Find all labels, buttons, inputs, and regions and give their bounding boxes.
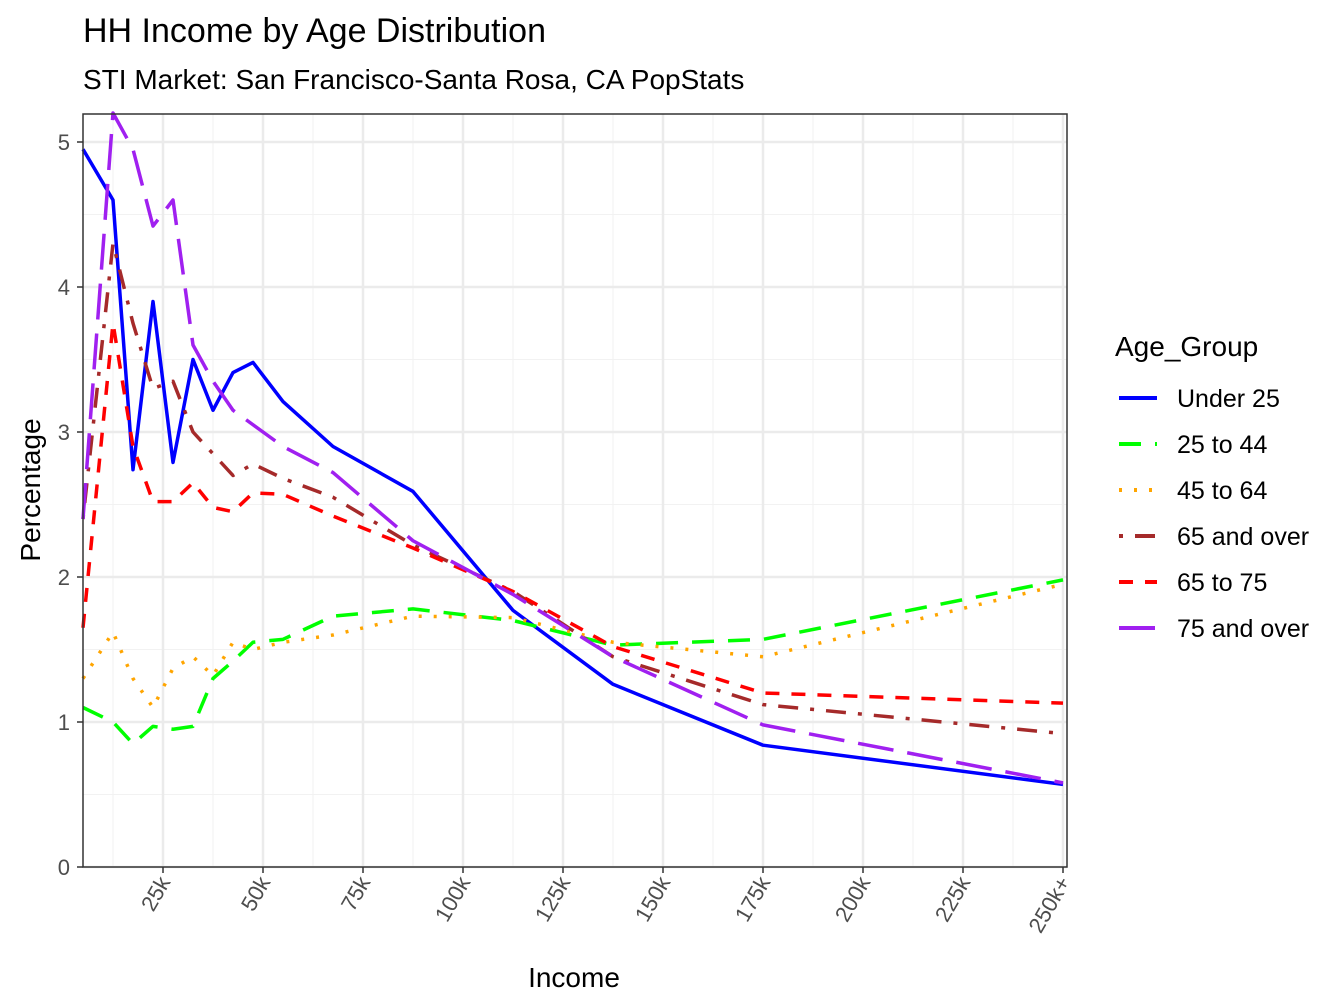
x-tick-label: 125k: [530, 871, 576, 926]
plot-border: [82, 113, 1068, 868]
y-tick-label: 4: [58, 275, 70, 300]
y-tick-label: 3: [58, 420, 70, 445]
legend-label: Under 25: [1177, 385, 1280, 413]
legend-label: 45 to 64: [1177, 477, 1267, 505]
series-line-75-and-over: [81, 111, 1064, 785]
legend-label: 25 to 44: [1177, 431, 1267, 459]
y-tick-label: 5: [58, 130, 70, 155]
series-lines: [81, 111, 1064, 787]
series-line-45-to-64: [81, 582, 1064, 710]
axis-ticks: 0 1 2 3 4 5 25k 50k 75k 100k 125k 150k 175k 200k 225k 2…: [58, 130, 1076, 937]
legend-label: 65 to 75: [1177, 569, 1267, 597]
x-tick-label: 25k: [136, 871, 176, 915]
legend: Age_Group Under 25 25 to 44 45 to 64 65 and…: [1115, 331, 1309, 643]
chart-title: HH Income by Age Distribution: [83, 12, 546, 50]
y-tick-label: 0: [58, 855, 70, 880]
series-line-under-25: [81, 148, 1064, 787]
x-tick-label: 150k: [630, 871, 676, 926]
series-line-65-to-75: [81, 321, 1064, 705]
legend-label: 65 and over: [1177, 523, 1309, 551]
x-tick-label: 100k: [430, 871, 476, 926]
series-line-65-and-over: [81, 241, 1064, 736]
series-line-25-to-44: [82, 578, 1064, 746]
legend-label: 75 and over: [1177, 615, 1309, 643]
x-tick-label: 75k: [336, 871, 376, 915]
x-tick-label: 225k: [930, 871, 976, 926]
y-axis-label: Percentage: [15, 418, 46, 561]
y-tick-label: 1: [58, 710, 70, 735]
x-tick-label: 175k: [730, 871, 776, 926]
x-tick-label: 200k: [830, 871, 876, 926]
legend-title: Age_Group: [1115, 331, 1258, 362]
x-tick-label: 250k+: [1023, 872, 1075, 937]
x-axis-label: Income: [528, 962, 620, 993]
chart-subtitle: STI Market: San Francisco-Santa Rosa, CA…: [83, 64, 745, 95]
x-tick-label: 50k: [236, 871, 276, 915]
y-tick-label: 2: [58, 565, 70, 590]
